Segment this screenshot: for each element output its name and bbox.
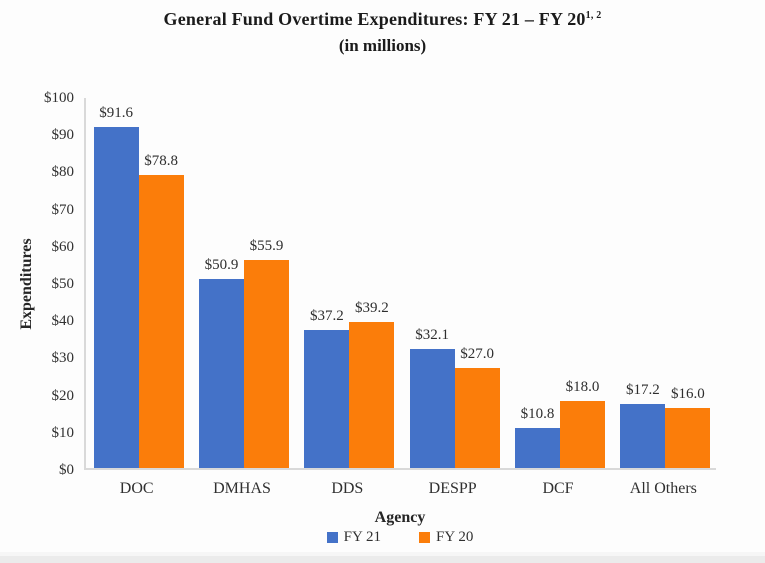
y-tick-label: $10	[51, 424, 75, 441]
legend-label-fy20: FY 20	[436, 529, 474, 545]
fy20-swatch-icon	[419, 532, 430, 543]
bar-value-label: $27.0	[460, 345, 495, 362]
bar-value-label: $37.2	[309, 307, 344, 324]
bar-value-label: $39.2	[354, 300, 389, 317]
category-label-all-others: All Others	[629, 480, 697, 497]
y-tick-label: $70	[51, 201, 75, 218]
bar-value-label: $78.8	[144, 152, 179, 169]
bar-fy-20-all-others	[665, 408, 711, 468]
bar-value-label: $17.2	[625, 382, 660, 399]
chart-title-text: General Fund Overtime Expenditures: FY 2…	[163, 9, 586, 29]
category-label-dmhas: DMHAS	[213, 480, 271, 497]
y-tick-label: $60	[51, 238, 75, 255]
plot-area: $91.6 $78.8 $50.9 $55.9 $37.2 $39.2 $32.1 $27.0…	[84, 98, 716, 470]
bar-value-label: $50.9	[204, 256, 239, 273]
bar-value-label: $91.6	[99, 105, 134, 122]
bar-fy-21-dmhas	[199, 278, 244, 468]
legend-label-fy21: FY 21	[343, 529, 381, 545]
bar-value-label: $10.8	[520, 405, 555, 422]
y-tick-label: $20	[51, 387, 75, 404]
bar-fy-21-all-others	[620, 404, 666, 468]
y-tick-label: $50	[51, 276, 75, 292]
y-tick-label: $80	[51, 164, 75, 181]
y-tick-label: $30	[51, 350, 75, 367]
bar-fy-20-despp	[454, 367, 500, 468]
bar-value-label: $32.1	[415, 326, 450, 343]
legend: FY 21 FY 20	[84, 529, 716, 546]
fy21-swatch-icon	[326, 532, 338, 543]
page-edge-strip	[0, 552, 765, 563]
bar-fy-21-dcf	[515, 427, 560, 468]
y-tick-label: $100	[44, 90, 74, 106]
category-label-dds: DDS	[331, 480, 364, 497]
category-label-despp: DESPP	[428, 480, 477, 497]
bar-fy-21-despp	[409, 348, 455, 468]
bar-value-label: $16.0	[670, 386, 705, 403]
chart-title: General Fund Overtime Expenditures: FY 2…	[0, 9, 765, 30]
bar-fy-20-dmhas	[244, 260, 289, 468]
bar-fy-20-dds	[349, 322, 395, 468]
bar-value-label: $55.9	[249, 238, 284, 255]
x-axis-title: Agency	[374, 509, 426, 526]
y-tick-label: $0	[59, 462, 74, 478]
bar-value-label: $18.0	[565, 379, 600, 396]
bar-fy-20-doc	[138, 174, 184, 468]
category-label-dcf: DCF	[542, 480, 574, 497]
bar-fy-21-dds	[304, 329, 350, 468]
bar-fy-20-dcf	[560, 401, 605, 468]
chart-title-footnote-marker: 1, 2	[585, 10, 602, 21]
legend-item-fy20: FY 20	[419, 529, 473, 546]
legend-item-fy21: FY 21	[326, 529, 381, 546]
chart-subtitle: (in millions)	[338, 36, 427, 55]
category-label-doc: DOC	[119, 480, 154, 497]
y-tick-label: $40	[51, 313, 75, 330]
bar-fy-21-doc	[93, 127, 139, 468]
y-tick-label: $90	[51, 127, 75, 144]
